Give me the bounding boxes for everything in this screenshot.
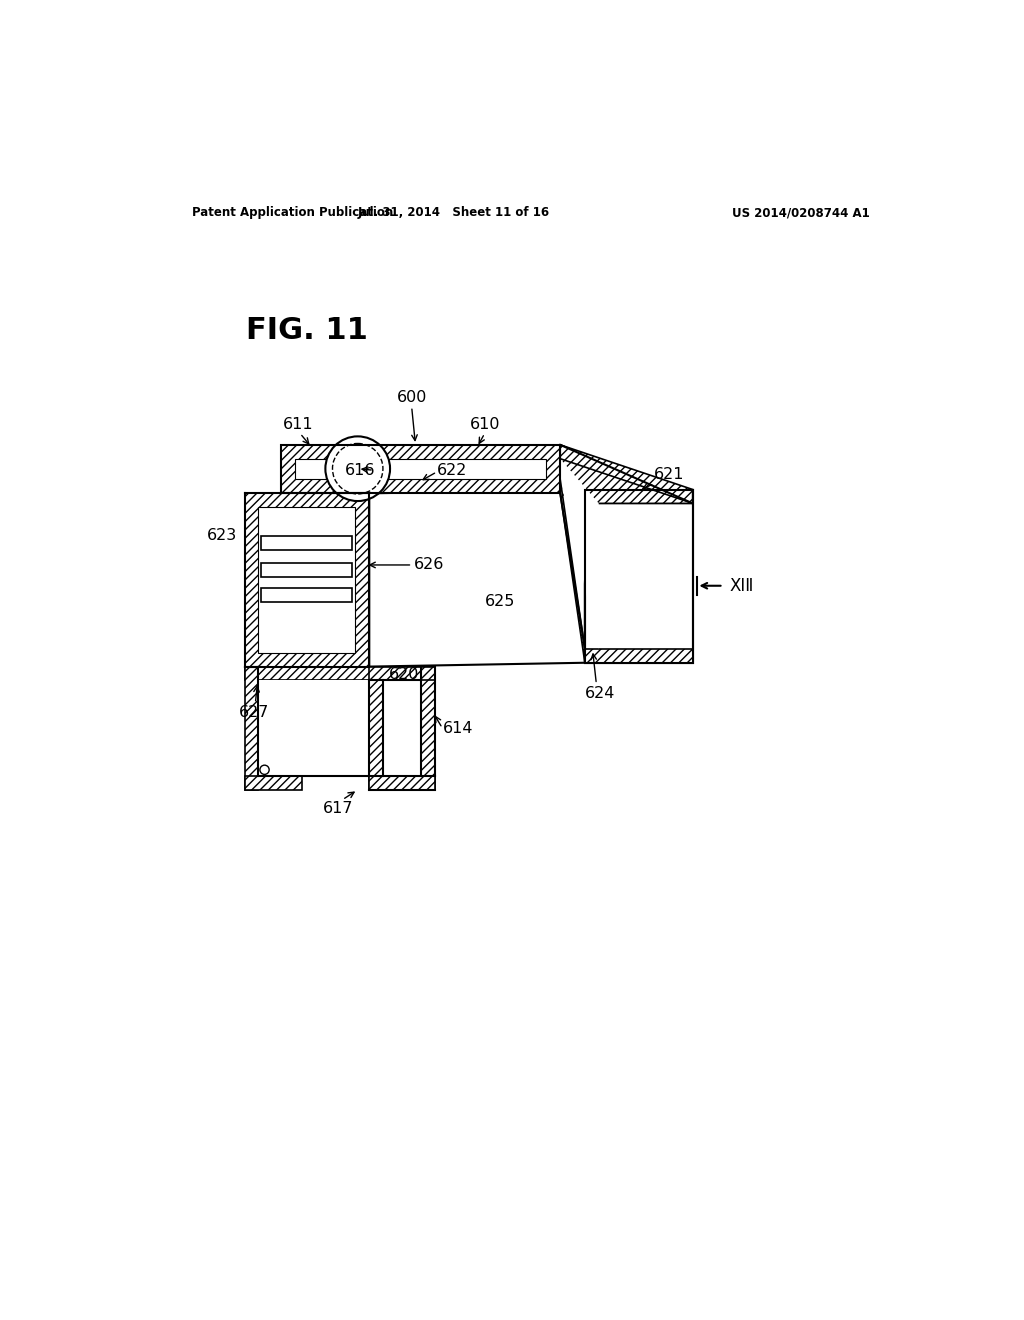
Polygon shape (560, 479, 585, 663)
Polygon shape (560, 445, 692, 503)
Polygon shape (585, 490, 692, 663)
Polygon shape (261, 589, 352, 602)
Text: XⅠⅡ: XⅠⅡ (730, 577, 754, 595)
Polygon shape (383, 681, 421, 776)
Text: Jul. 31, 2014   Sheet 11 of 16: Jul. 31, 2014 Sheet 11 of 16 (358, 206, 550, 219)
Text: 616: 616 (345, 463, 376, 478)
Text: 610: 610 (470, 417, 500, 432)
Polygon shape (295, 459, 547, 479)
Polygon shape (370, 667, 435, 681)
Text: 622: 622 (437, 463, 467, 478)
Polygon shape (258, 507, 355, 653)
Polygon shape (560, 445, 692, 503)
Polygon shape (585, 649, 692, 663)
Polygon shape (370, 681, 383, 789)
Polygon shape (258, 681, 370, 776)
Text: FIG. 11: FIG. 11 (246, 317, 368, 346)
Text: 614: 614 (442, 721, 473, 735)
Polygon shape (261, 536, 352, 549)
Polygon shape (370, 776, 435, 789)
Text: 627: 627 (239, 705, 269, 721)
Text: 625: 625 (485, 594, 515, 609)
Polygon shape (560, 459, 599, 649)
Text: US 2014/0208744 A1: US 2014/0208744 A1 (732, 206, 869, 219)
Text: 623: 623 (207, 528, 237, 544)
Polygon shape (370, 490, 585, 667)
Polygon shape (245, 667, 258, 789)
Circle shape (326, 437, 390, 502)
Text: 617: 617 (324, 801, 353, 816)
Polygon shape (421, 667, 435, 789)
Polygon shape (245, 494, 370, 667)
Polygon shape (560, 445, 692, 503)
Polygon shape (245, 667, 435, 681)
Text: 624: 624 (585, 686, 615, 701)
Text: 620: 620 (389, 667, 419, 682)
Polygon shape (261, 562, 352, 577)
Polygon shape (245, 776, 302, 789)
Text: 611: 611 (283, 417, 313, 432)
Polygon shape (281, 445, 560, 494)
Circle shape (260, 766, 269, 775)
Polygon shape (585, 490, 692, 503)
Text: 626: 626 (414, 557, 444, 573)
Polygon shape (560, 445, 692, 503)
Text: 600: 600 (396, 389, 427, 405)
Text: 621: 621 (654, 467, 685, 482)
Text: Patent Application Publication: Patent Application Publication (193, 206, 393, 219)
